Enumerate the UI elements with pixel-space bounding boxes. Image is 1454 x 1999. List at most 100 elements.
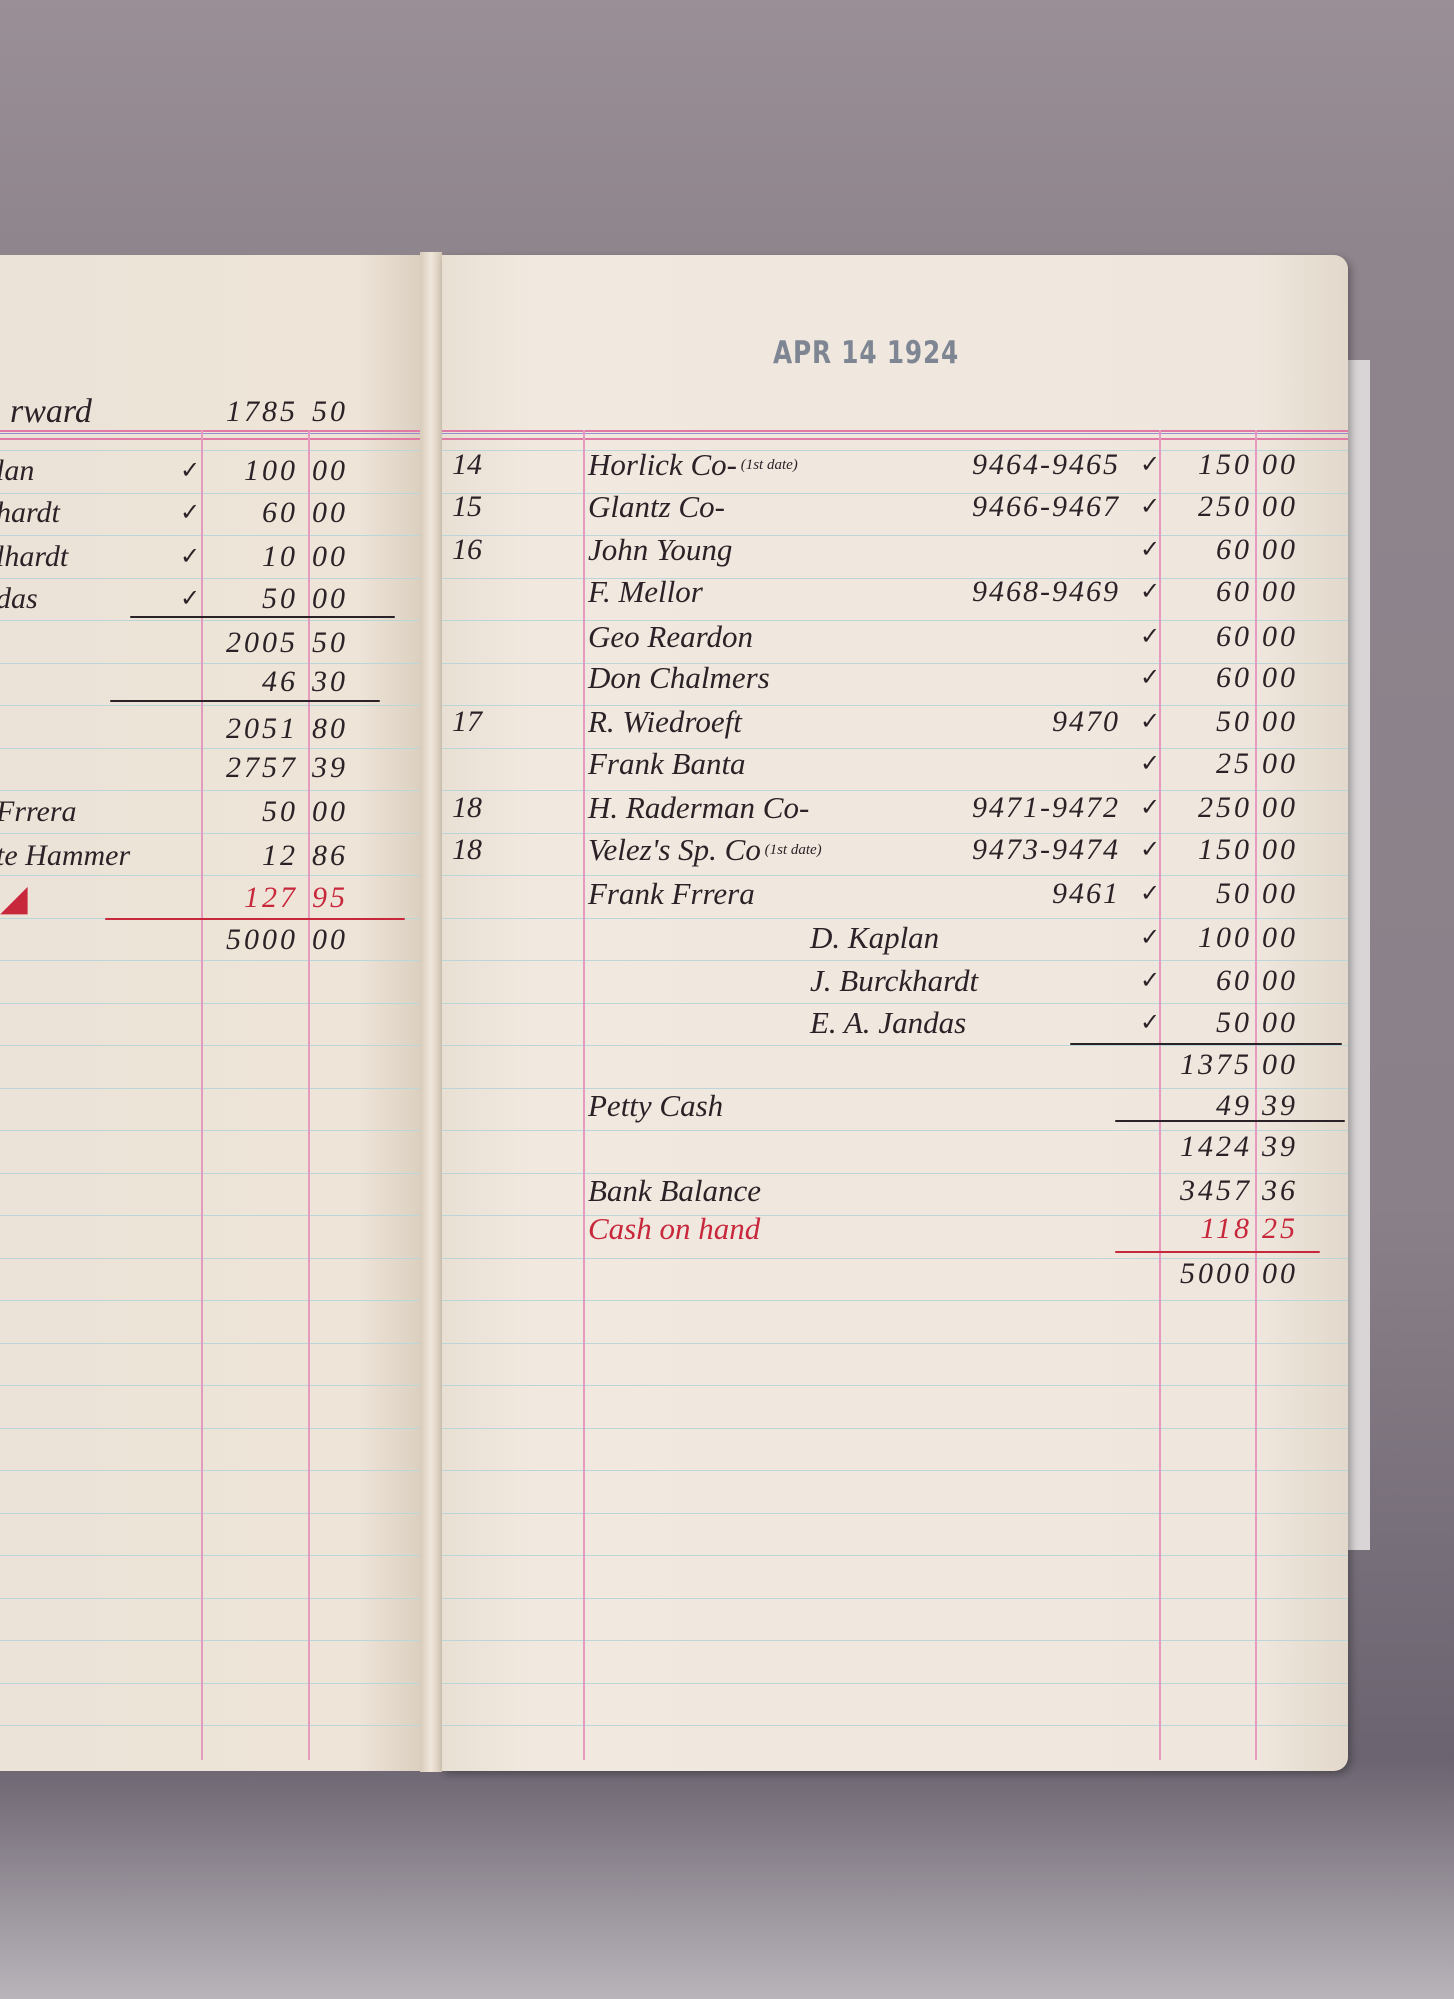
entry-name: John Young [588,532,733,567]
carried-forward-cents: 50 [312,395,348,428]
left-entry-dollars: 5000 [226,923,298,956]
entry-dollars: 60 [1216,964,1252,997]
left-entry-cents: 39 [312,751,348,784]
entry-date: 18 [452,833,482,866]
entry-cents: 00 [1262,448,1298,481]
header-rule-left [0,430,420,440]
entry-cents: 00 [1262,1006,1298,1039]
entry-dollars: 1424 [1180,1130,1252,1163]
ruled-line [0,875,420,876]
left-entry-name: Frrera [0,795,77,828]
ruled-line [442,747,1348,749]
entry-cents: 00 [1262,1048,1298,1081]
entry-cents: 00 [1262,575,1298,608]
check-mark-icon: ✓ [1140,837,1161,863]
ruled-line [442,705,1348,706]
left-entry-cents: 30 [312,665,348,698]
right-cents-rule [1255,430,1257,1760]
entry-cents: 39 [1262,1130,1298,1163]
right-name-margin-rule [583,430,585,1760]
ruled-line [0,832,420,834]
ruled-line [0,1682,420,1684]
entry-date: 17 [452,705,482,738]
ruled-line [442,1597,1348,1599]
ruled-line [442,1470,1348,1471]
ruled-line [442,1172,1348,1174]
check-mark-icon: ✓ [1140,494,1161,520]
check-mark-icon: ✓ [1140,665,1161,691]
check-mark-icon: ✓ [180,544,201,570]
ruled-line [442,620,1348,621]
ruled-line [442,1640,1348,1641]
check-number-ref: 9468-9469 [972,575,1120,608]
entry-cents: 00 [1262,921,1298,954]
entry-dollars: 25 [1216,747,1252,780]
ruled-line [0,705,420,706]
check-mark-icon: ✓ [1140,579,1161,605]
total-underline [110,700,380,702]
ruled-line [442,1130,1348,1131]
ruled-line [0,450,420,451]
ruled-line [442,577,1348,579]
check-mark-icon: ✓ [1140,795,1161,821]
entry-name: Cash on hand [588,1211,761,1246]
ruled-line [0,1257,420,1259]
ruled-line [442,1087,1348,1089]
entry-name: D. Kaplan [810,920,940,955]
ruled-line [442,790,1348,791]
entry-cents: 00 [1262,533,1298,566]
page-edges [1348,360,1370,1550]
entry-name: Petty Cash [588,1088,724,1123]
ruled-line [0,747,420,749]
check-number-ref: 9470 [1052,705,1120,738]
left-entry-dollars: 12 [262,839,298,872]
header-rule-right [442,430,1348,440]
entry-note: (1st date) [736,457,798,473]
ruled-line [0,1427,420,1429]
left-entry-cents: 00 [312,496,348,529]
ruled-line [442,917,1348,919]
ruled-line [0,1385,420,1386]
entry-name: Frank Banta [588,746,746,781]
entry-cents: 00 [1262,877,1298,910]
entry-name: Geo Reardon [588,619,754,654]
ruled-line [0,960,420,961]
left-entry-cents: 00 [312,923,348,956]
ruled-line [442,1002,1348,1004]
check-mark-icon: ✓ [1140,968,1161,994]
carried-forward-label: rward [10,393,92,430]
entry-name: Bank Balance [588,1173,762,1208]
left-entry-dollars: 60 [262,496,298,529]
left-entry-dollars: 50 [262,795,298,828]
red-check-mark-icon: ◢ [0,878,28,918]
check-mark-icon: ✓ [1140,1010,1161,1036]
ruled-line [442,1555,1348,1556]
ruled-line [0,1725,420,1726]
check-number-ref: 9466-9467 [972,490,1120,523]
ruled-line [0,1470,420,1471]
ruled-line [0,1300,420,1301]
entry-cents: 25 [1262,1212,1298,1245]
left-ledger-page [0,255,420,1771]
ruled-line [442,1215,1348,1216]
ruled-line [442,492,1348,494]
entry-dollars: 49 [1216,1089,1252,1122]
check-mark-icon: ✓ [1140,624,1161,650]
left-entry-name: lan [0,454,35,487]
ruled-line [0,577,420,579]
left-entry-dollars: 2051 [226,712,298,745]
entry-cents: 00 [1262,661,1298,694]
entry-name: F. Mellor [588,574,703,609]
left-entry-name: das [0,582,38,615]
entry-cents: 00 [1262,620,1298,653]
left-entry-dollars: 127 [244,881,298,914]
ruled-line [442,1342,1348,1344]
check-mark-icon: ✓ [1140,452,1161,478]
book-spine [420,252,442,1772]
entry-date: 15 [452,490,482,523]
total-underline-red [105,918,405,920]
total-underline-red [1115,1251,1320,1253]
left-entry-name: te Hammer [0,839,131,872]
right-ledger-page [442,255,1348,1771]
ruled-line [0,1045,420,1046]
